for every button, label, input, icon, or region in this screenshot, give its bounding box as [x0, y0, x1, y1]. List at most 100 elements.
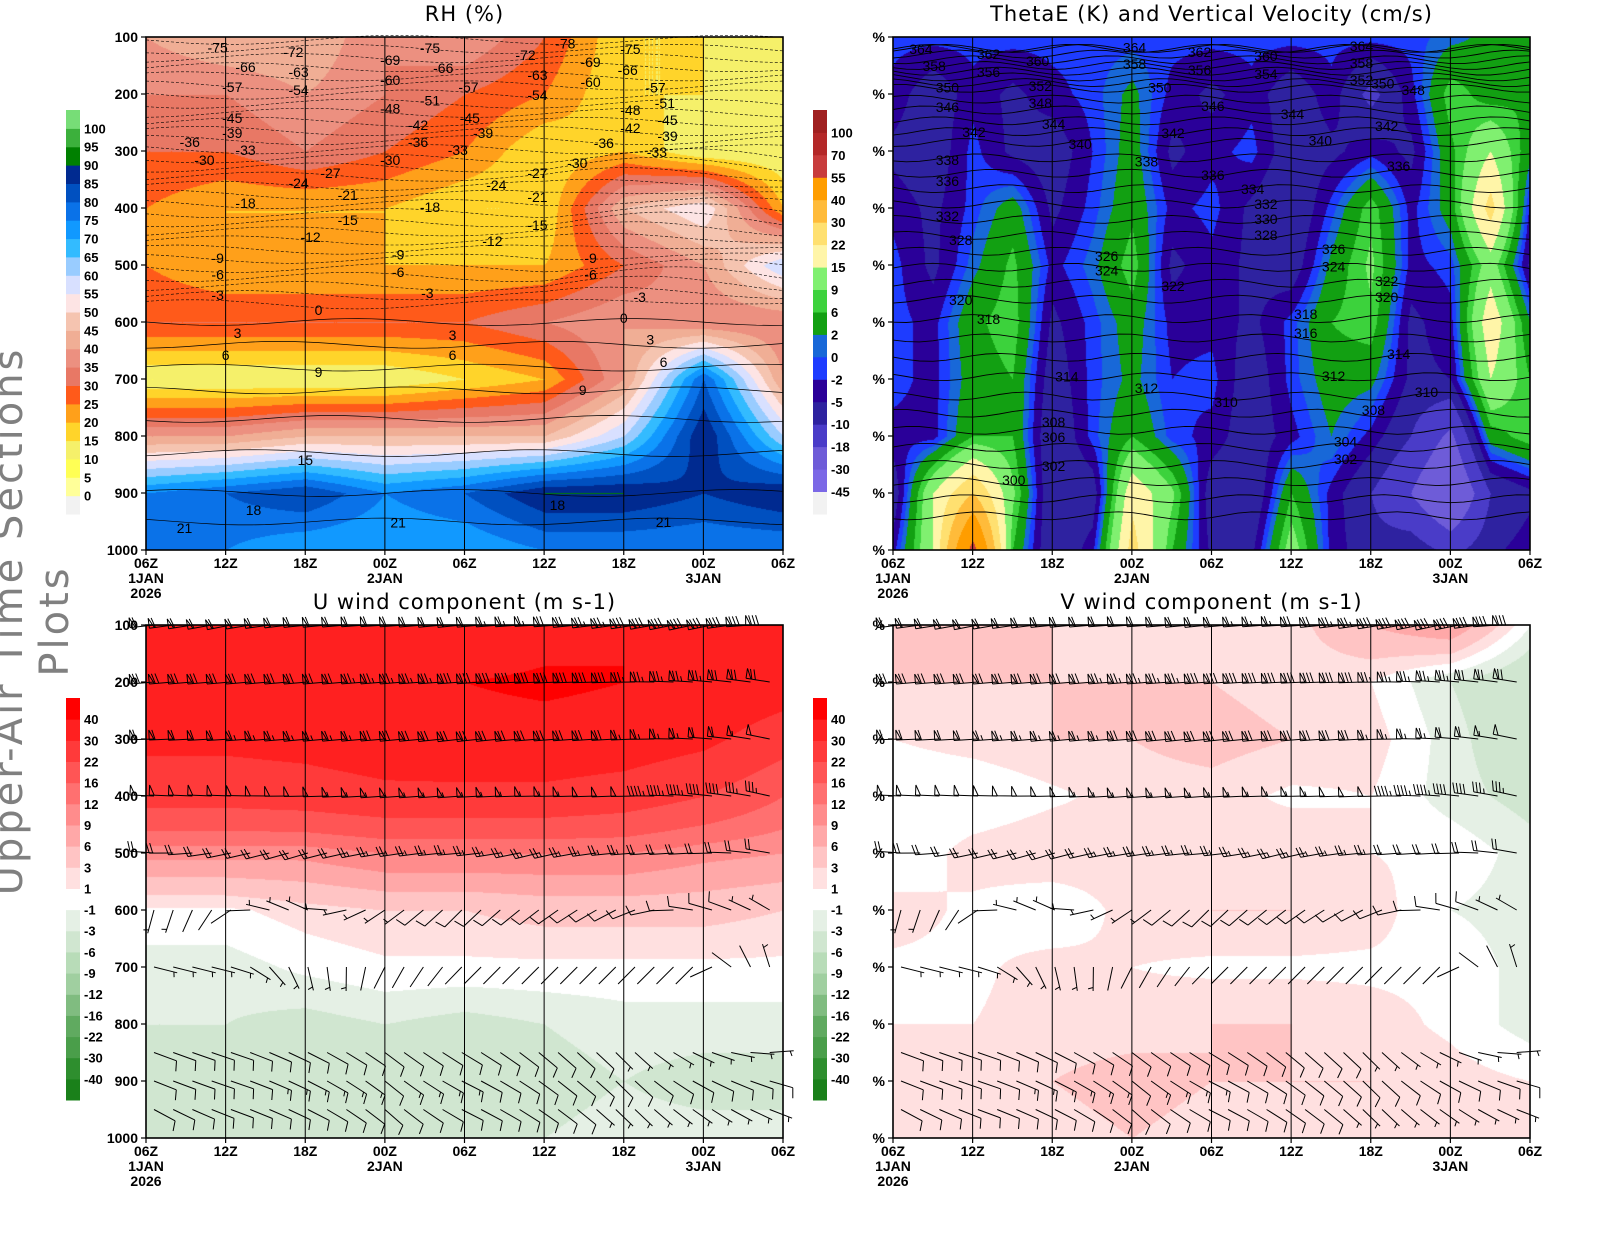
thetae-colorbar-label: 100	[831, 125, 853, 140]
wind-barb	[706, 669, 732, 683]
wind-barb	[1375, 617, 1402, 630]
wind-barb	[685, 783, 713, 797]
wind-barb	[1237, 847, 1267, 859]
wind-barb	[1183, 616, 1209, 628]
y-tick-label: 400	[115, 200, 139, 216]
wind-barb	[211, 1080, 235, 1100]
wind-barb	[1093, 1080, 1115, 1105]
wind-barb	[282, 616, 308, 628]
x-tick-label: 00Z	[1120, 555, 1145, 571]
thetae-colorbar-swatch	[813, 199, 827, 223]
wind-barb	[1323, 1052, 1343, 1079]
wind-barb	[571, 672, 597, 684]
wind-barb	[711, 1052, 735, 1065]
thetae-colorbar-label: -10	[831, 417, 850, 432]
rh-colorbar-label: 85	[84, 176, 98, 191]
rh-colorbar-label: 90	[84, 158, 98, 173]
wind-barb	[436, 672, 462, 685]
contour-label: 310	[1214, 394, 1238, 410]
v-wind-colorbar-swatch	[813, 761, 827, 784]
wind-barb	[538, 1109, 559, 1134]
wind-barb	[511, 909, 540, 926]
u-wind-colorbar-label: -6	[84, 945, 96, 960]
wind-barb	[1029, 616, 1055, 628]
contour-label: -30	[380, 152, 400, 168]
wind-barb	[186, 673, 212, 685]
x-tick-label: 18Z	[1359, 555, 1384, 571]
contour-label: 328	[949, 232, 973, 248]
y-tick-label: %	[873, 1130, 886, 1146]
wind-barb	[1090, 909, 1113, 921]
wind-barb	[686, 617, 713, 631]
contour-label: -27	[320, 165, 340, 181]
wind-barb	[1433, 617, 1460, 631]
wind-barb	[521, 966, 540, 985]
contour-label: 18	[246, 502, 262, 518]
contour-label: -24	[288, 175, 308, 191]
rh-colorbar-label: 25	[84, 397, 98, 412]
wind-barb	[915, 784, 940, 797]
rh-colorbar-swatch	[66, 146, 80, 166]
contour-label: -42	[620, 120, 640, 136]
wind-barb	[383, 909, 405, 925]
x-tick-label: 06Z	[134, 555, 159, 571]
u-wind-colorbar-swatch	[66, 698, 80, 720]
wind-barb	[1357, 729, 1383, 741]
temperature-contour-dashed	[145, 221, 784, 237]
wind-barb	[519, 1109, 541, 1133]
wind-barb	[1087, 787, 1113, 798]
wind-barb	[769, 1080, 794, 1099]
wind-barb	[303, 903, 328, 911]
wind-barb	[1120, 966, 1133, 989]
wind-barb	[263, 730, 289, 742]
wind-barb	[1279, 616, 1306, 628]
wind-barb	[1087, 673, 1113, 685]
thetae-colorbar-label: -45	[831, 485, 850, 500]
contour-label: -78	[555, 35, 575, 51]
contour-label: -6	[392, 264, 405, 280]
contour-label: -36	[180, 134, 200, 150]
wind-barb	[1107, 966, 1114, 991]
x-tick-label: 06Z	[881, 555, 906, 571]
wind-barb	[1241, 730, 1267, 742]
wind-barb	[340, 730, 366, 742]
wind-barb	[494, 672, 520, 684]
x-tick-label: 06Z	[1518, 1143, 1543, 1159]
wind-barb	[1256, 848, 1286, 860]
wind-barb	[728, 896, 751, 911]
u-wind-colorbar-swatch	[66, 951, 80, 974]
y-tick-label: 300	[115, 143, 139, 159]
wind-barb	[1106, 673, 1132, 685]
v-wind-colorbar-label: -1	[831, 903, 843, 918]
wind-barb	[1318, 617, 1344, 629]
x-date-label: 2026	[130, 1173, 161, 1189]
y-tick-label: %	[873, 200, 886, 216]
wind-barb	[532, 730, 559, 742]
wind-barb	[634, 1052, 654, 1072]
wind-barb	[192, 966, 216, 978]
u-wind-colorbar-label: -3	[84, 924, 96, 939]
wind-barb	[1415, 727, 1440, 740]
wind-barb	[692, 1109, 713, 1127]
wind-barb	[586, 909, 617, 922]
wind-barb	[1453, 669, 1479, 683]
contour-label: 308	[1362, 402, 1386, 418]
v-wind-colorbar-swatch	[813, 888, 827, 911]
v-wind-colorbar-swatch	[813, 803, 827, 826]
wind-barb	[1279, 730, 1306, 742]
u-wind-colorbar-label: -16	[84, 1008, 103, 1023]
wind-barb	[1150, 1109, 1171, 1135]
wind-barb	[164, 844, 193, 856]
x-date-label: 1JAN	[128, 570, 164, 586]
wind-barb	[378, 730, 405, 742]
contour-label: -33	[647, 144, 667, 160]
contour-label: -66	[235, 59, 255, 75]
temperature-contour-dashed	[145, 117, 784, 127]
temperature-contour-dashed	[145, 179, 784, 191]
temperature-contour-dashed	[145, 196, 784, 209]
wind-barb	[1174, 966, 1190, 987]
wind-barb	[1497, 1052, 1522, 1060]
v-wind-colorbar-label: 12	[831, 797, 845, 812]
contour-label: 316	[1294, 325, 1318, 341]
contour-label: 304	[1334, 434, 1358, 450]
